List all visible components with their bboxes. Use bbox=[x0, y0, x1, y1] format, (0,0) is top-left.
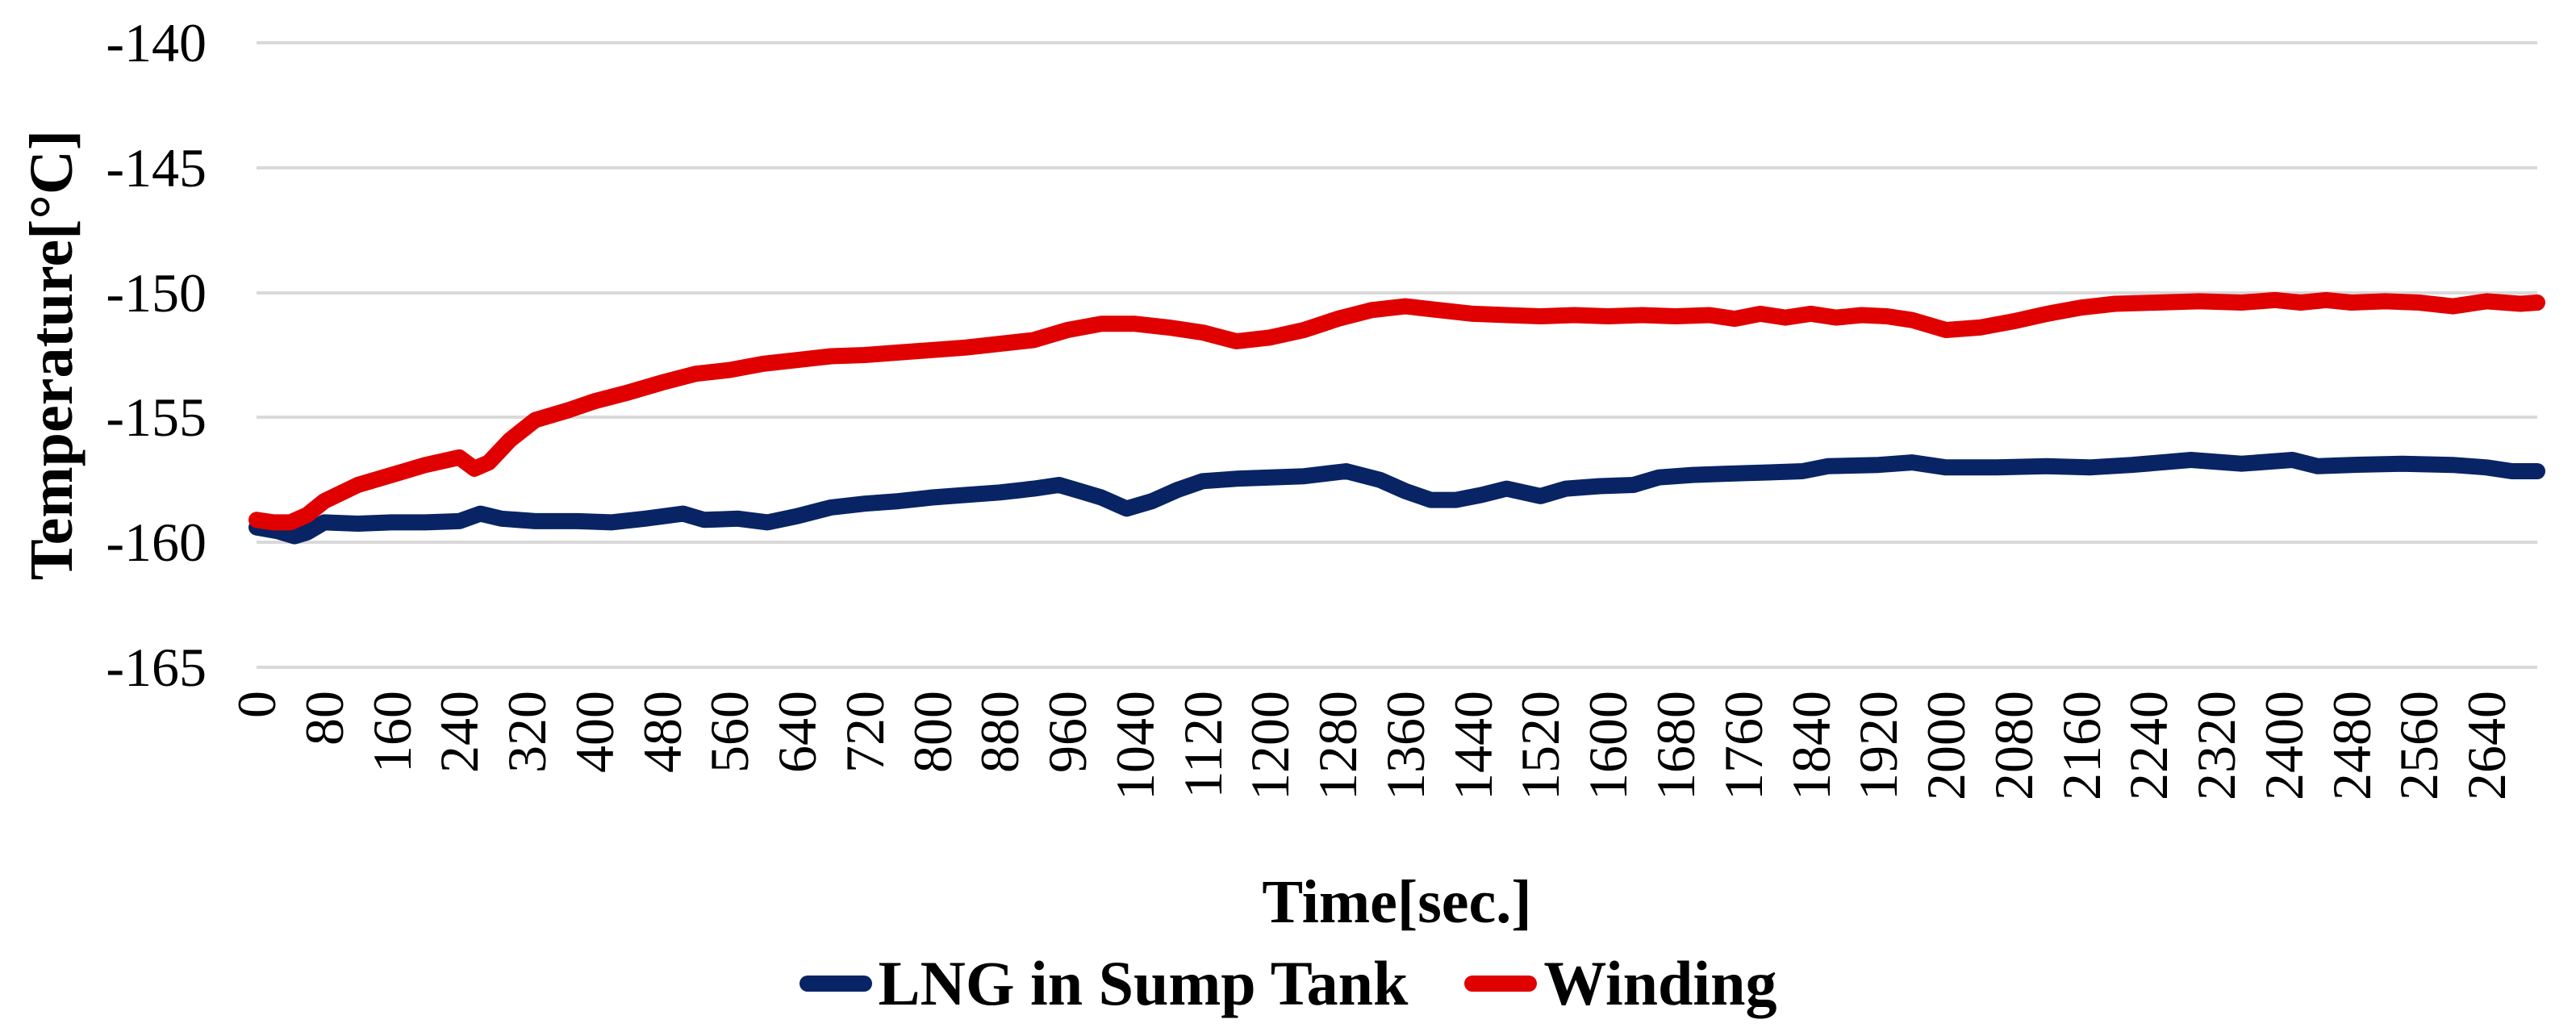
legend-item-lng-in-sump-tank: LNG in Sump Tank bbox=[799, 948, 1409, 1018]
y-tick-label--150: -150 bbox=[106, 261, 207, 324]
x-tick-label-2160: 2160 bbox=[2050, 691, 2112, 800]
series-line-lng-in-sump-tank bbox=[248, 452, 2545, 545]
x-tick-label-1440: 1440 bbox=[1442, 691, 1504, 800]
x-tick-label-2640: 2640 bbox=[2456, 691, 2518, 800]
gridline--150 bbox=[257, 290, 2537, 295]
series-line-winding bbox=[248, 291, 2545, 531]
x-tick-label-960: 960 bbox=[1037, 691, 1099, 773]
x-tick-label-1280: 1280 bbox=[1307, 691, 1369, 800]
x-tick-label-800: 800 bbox=[901, 691, 963, 773]
gridline--160 bbox=[257, 541, 2537, 545]
legend-label-winding: Winding bbox=[1543, 948, 1777, 1018]
x-tick-label-880: 880 bbox=[969, 691, 1031, 773]
x-tick-label-1520: 1520 bbox=[1509, 691, 1572, 800]
lng-in-sump-tank-line-marker bbox=[799, 976, 872, 992]
gridline--165 bbox=[257, 666, 2537, 669]
y-tick-label--145: -145 bbox=[106, 136, 207, 198]
y-tick-label--160: -160 bbox=[106, 512, 207, 574]
plot-area bbox=[248, 41, 2545, 669]
x-tick-label-560: 560 bbox=[699, 691, 761, 773]
legend-label-lng-in-sump-tank: LNG in Sump Tank bbox=[878, 948, 1409, 1018]
x-tick-label-0: 0 bbox=[226, 691, 287, 718]
y-tick-label--155: -155 bbox=[106, 386, 207, 449]
y-tick-label--165: -165 bbox=[106, 637, 207, 698]
gridline--155 bbox=[257, 416, 2537, 420]
x-tick-label-640: 640 bbox=[766, 691, 829, 773]
x-tick-label-2560: 2560 bbox=[2388, 691, 2450, 800]
x-tick-label-1840: 1840 bbox=[1780, 691, 1842, 800]
x-tick-label-1920: 1920 bbox=[1847, 691, 1910, 800]
x-axis-title: Time[sec.] bbox=[1262, 868, 1532, 936]
x-tick-label-1600: 1600 bbox=[1577, 691, 1639, 800]
x-tick-label-160: 160 bbox=[361, 691, 423, 773]
x-tick-label-2480: 2480 bbox=[2320, 691, 2382, 800]
x-tick-label-2320: 2320 bbox=[2186, 691, 2248, 800]
x-tick-label-2240: 2240 bbox=[2118, 691, 2180, 800]
series-lines bbox=[248, 291, 2545, 545]
x-tick-label-1200: 1200 bbox=[1239, 691, 1301, 800]
x-tick-label-400: 400 bbox=[563, 691, 625, 773]
x-tick-label-720: 720 bbox=[833, 691, 896, 773]
gridline--140 bbox=[257, 41, 2537, 44]
x-tick-label-2080: 2080 bbox=[1982, 691, 2044, 800]
x-tick-label-2000: 2000 bbox=[1915, 691, 1977, 800]
x-tick-label-1360: 1360 bbox=[1374, 691, 1436, 800]
winding-line-marker bbox=[1464, 976, 1538, 992]
x-tick-label-1760: 1760 bbox=[1712, 691, 1774, 800]
x-tick-label-1040: 1040 bbox=[1104, 691, 1166, 800]
legend-item-winding: Winding bbox=[1464, 951, 1776, 1017]
x-tick-label-480: 480 bbox=[631, 691, 693, 773]
x-tick-label-1120: 1120 bbox=[1171, 691, 1234, 799]
x-tick-label-1680: 1680 bbox=[1645, 691, 1707, 800]
legend: LNG in Sump Tank Winding bbox=[0, 951, 2576, 1017]
x-tick-label-2400: 2400 bbox=[2252, 691, 2315, 800]
gridline--145 bbox=[257, 165, 2537, 169]
x-tick-label-80: 80 bbox=[293, 691, 355, 746]
x-tick-label-320: 320 bbox=[496, 691, 558, 773]
x-tick-label-240: 240 bbox=[428, 691, 491, 773]
y-tick-label--140: -140 bbox=[106, 12, 207, 73]
